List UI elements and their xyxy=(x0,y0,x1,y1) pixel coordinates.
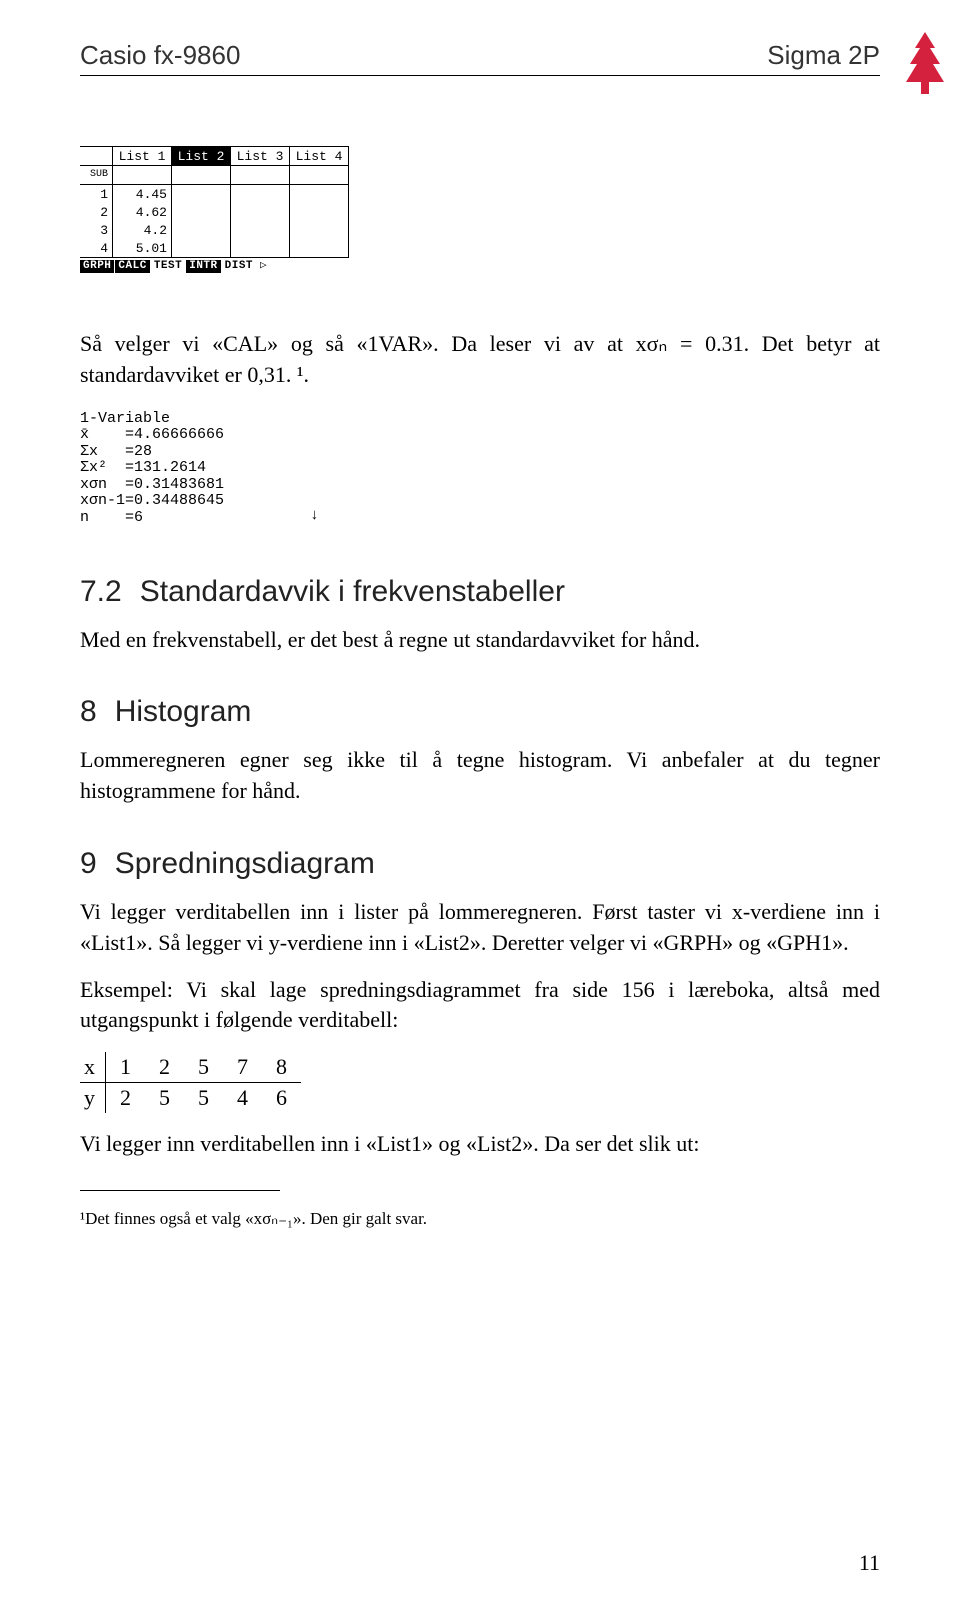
calc-screenshot-1var: 1-Variable x̄ =4.66666666 Σx =28 Σx² =13… xyxy=(80,411,880,525)
section-8-body: Lommeregneren egner seg ikke til å tegne… xyxy=(80,745,880,807)
calc-list-header: List 4 xyxy=(290,147,349,166)
calc-list-header: List 2 xyxy=(172,147,231,166)
calc-menu-item: TEST xyxy=(151,260,185,273)
section-9-body-1: Vi legger verditabellen inn i lister på … xyxy=(80,897,880,959)
footnote-rule xyxy=(80,1190,280,1191)
calc-list-header xyxy=(80,147,113,166)
calc-list-header: List 3 xyxy=(231,147,290,166)
calc-list-header: List 1 xyxy=(113,147,172,166)
calc-menu-item: GRPH xyxy=(80,260,114,273)
calc-menu-item: CALC xyxy=(115,260,149,273)
page-header: Casio fx-9860 Sigma 2P xyxy=(80,40,880,76)
footnote: ¹Det finnes også et valg «xσₙ₋₁». Den gi… xyxy=(80,1208,880,1230)
section-9-body-3: Vi legger inn verditabellen inn i «List1… xyxy=(80,1129,880,1160)
calc-menu-item: DIST xyxy=(222,260,256,273)
page-number: 11 xyxy=(859,1550,880,1576)
calc-menu-item: INTR xyxy=(186,260,220,273)
section-9-body-2: Eksempel: Vi skal lage spredningsdiagram… xyxy=(80,975,880,1037)
header-right: Sigma 2P xyxy=(767,40,880,71)
calc-screenshot-list: List 1List 2List 3List 4 SUB 14.4524.623… xyxy=(80,146,349,273)
calc-menu-item: ▷ xyxy=(257,260,270,273)
paragraph-intro: Så velger vi «CAL» og så «1VAR». Da lese… xyxy=(80,329,880,391)
tree-icon xyxy=(900,30,950,100)
section-7-2-body: Med en frekvenstabell, er det best å reg… xyxy=(80,625,880,656)
section-7-2-heading: 7.2Standardavvik i frekvenstabeller xyxy=(80,575,880,609)
section-8-heading: 8Histogram xyxy=(80,695,880,729)
section-9-heading: 9Spredningsdiagram xyxy=(80,847,880,881)
value-table: x12578 y25546 xyxy=(80,1052,301,1113)
header-left: Casio fx-9860 xyxy=(80,40,240,71)
